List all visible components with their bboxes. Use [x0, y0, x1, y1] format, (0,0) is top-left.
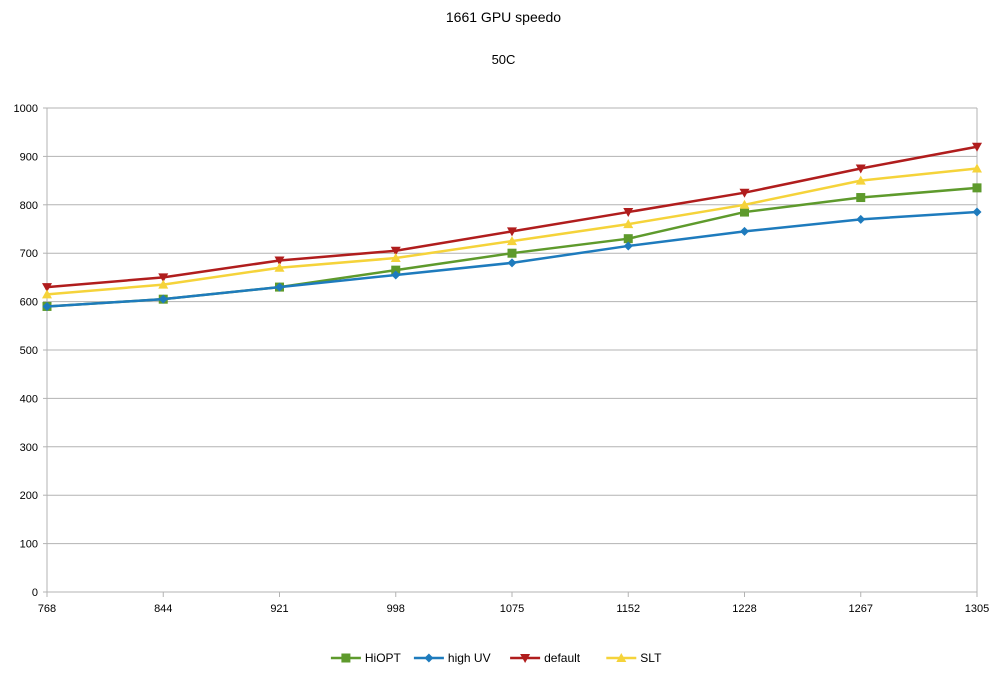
- data-point: [391, 270, 401, 280]
- x-tick-label: 998: [387, 603, 405, 615]
- x-tick-label: 1075: [500, 603, 524, 615]
- data-point: [390, 253, 401, 263]
- series-line: [46, 186, 978, 308]
- x-tick-label: 1152: [616, 603, 640, 615]
- series-default: [42, 142, 982, 293]
- legend-item: high UV: [413, 651, 491, 665]
- legend-marker: [341, 653, 351, 663]
- series-lines: [42, 142, 982, 311]
- data-point: [972, 183, 982, 193]
- data-point: [158, 279, 169, 289]
- x-tick-label: 1267: [849, 603, 873, 615]
- data-point: [158, 273, 169, 283]
- y-tick-label: 800: [20, 200, 38, 212]
- y-tick-label: 400: [20, 393, 38, 405]
- data-point: [275, 282, 284, 292]
- data-point: [623, 234, 633, 244]
- data-point: [274, 262, 285, 272]
- legend-marker: [616, 653, 627, 662]
- data-point: [739, 188, 750, 198]
- y-tick-label: 600: [20, 297, 38, 309]
- data-point: [623, 241, 633, 251]
- data-point: [507, 236, 517, 246]
- data-point: [855, 164, 866, 174]
- data-point: [507, 227, 517, 237]
- x-tick-label: 844: [154, 603, 172, 615]
- chart-subtitle: 50C: [491, 52, 516, 67]
- legend-label: default: [544, 651, 581, 665]
- series-high-uv: [42, 207, 982, 311]
- data-point: [972, 142, 982, 152]
- data-point: [42, 301, 52, 311]
- x-tick-label: 921: [270, 603, 288, 615]
- data-point: [856, 214, 866, 224]
- chart-title: 1661 GPU speedo: [445, 9, 562, 25]
- y-tick-label: 0: [32, 587, 38, 599]
- data-point: [42, 289, 52, 299]
- data-point: [740, 226, 749, 236]
- data-point: [507, 248, 517, 258]
- data-point: [972, 163, 982, 173]
- legend-label: high UV: [448, 651, 491, 665]
- x-tick-label: 1228: [732, 603, 756, 615]
- y-tick-label: 700: [20, 248, 38, 260]
- y-tick-label: 300: [20, 442, 38, 454]
- legend-marker: [520, 654, 531, 663]
- data-point: [623, 219, 634, 229]
- legend-marker: [424, 653, 434, 663]
- x-tick-label: 1305: [965, 603, 989, 615]
- y-tick-label: 500: [20, 345, 38, 357]
- data-point: [972, 207, 982, 217]
- data-point: [740, 207, 749, 217]
- series-hiopt: [42, 183, 982, 311]
- y-tick-label: 200: [20, 490, 38, 502]
- data-point: [391, 265, 401, 275]
- y-tick-label: 900: [20, 151, 38, 163]
- series-slt: [42, 163, 982, 299]
- axes: [43, 107, 978, 597]
- legend-item: SLT: [606, 651, 662, 665]
- y-tick-label: 100: [20, 539, 38, 551]
- legend: HiOPT high UV default SLT: [330, 651, 662, 665]
- legend-item: default: [510, 651, 581, 665]
- x-tick-label: 768: [38, 603, 56, 615]
- data-point: [739, 199, 750, 209]
- data-point: [623, 208, 634, 218]
- data-point: [856, 193, 866, 203]
- y-tick-labels: 0 100 200 300 400 500 600 700 800 900 1000: [14, 103, 38, 599]
- x-tick-labels: 768 844 921 998 1075 1152 1228 1267 1305: [38, 603, 989, 615]
- legend-item: HiOPT: [330, 651, 402, 665]
- data-point: [158, 294, 168, 304]
- data-point: [274, 256, 285, 266]
- data-point: [42, 283, 52, 293]
- y-tick-label: 1000: [14, 103, 38, 115]
- data-point: [390, 246, 401, 256]
- legend-label: HiOPT: [365, 651, 402, 665]
- data-point: [855, 175, 866, 185]
- legend-label: SLT: [640, 651, 662, 665]
- data-point: [507, 258, 517, 268]
